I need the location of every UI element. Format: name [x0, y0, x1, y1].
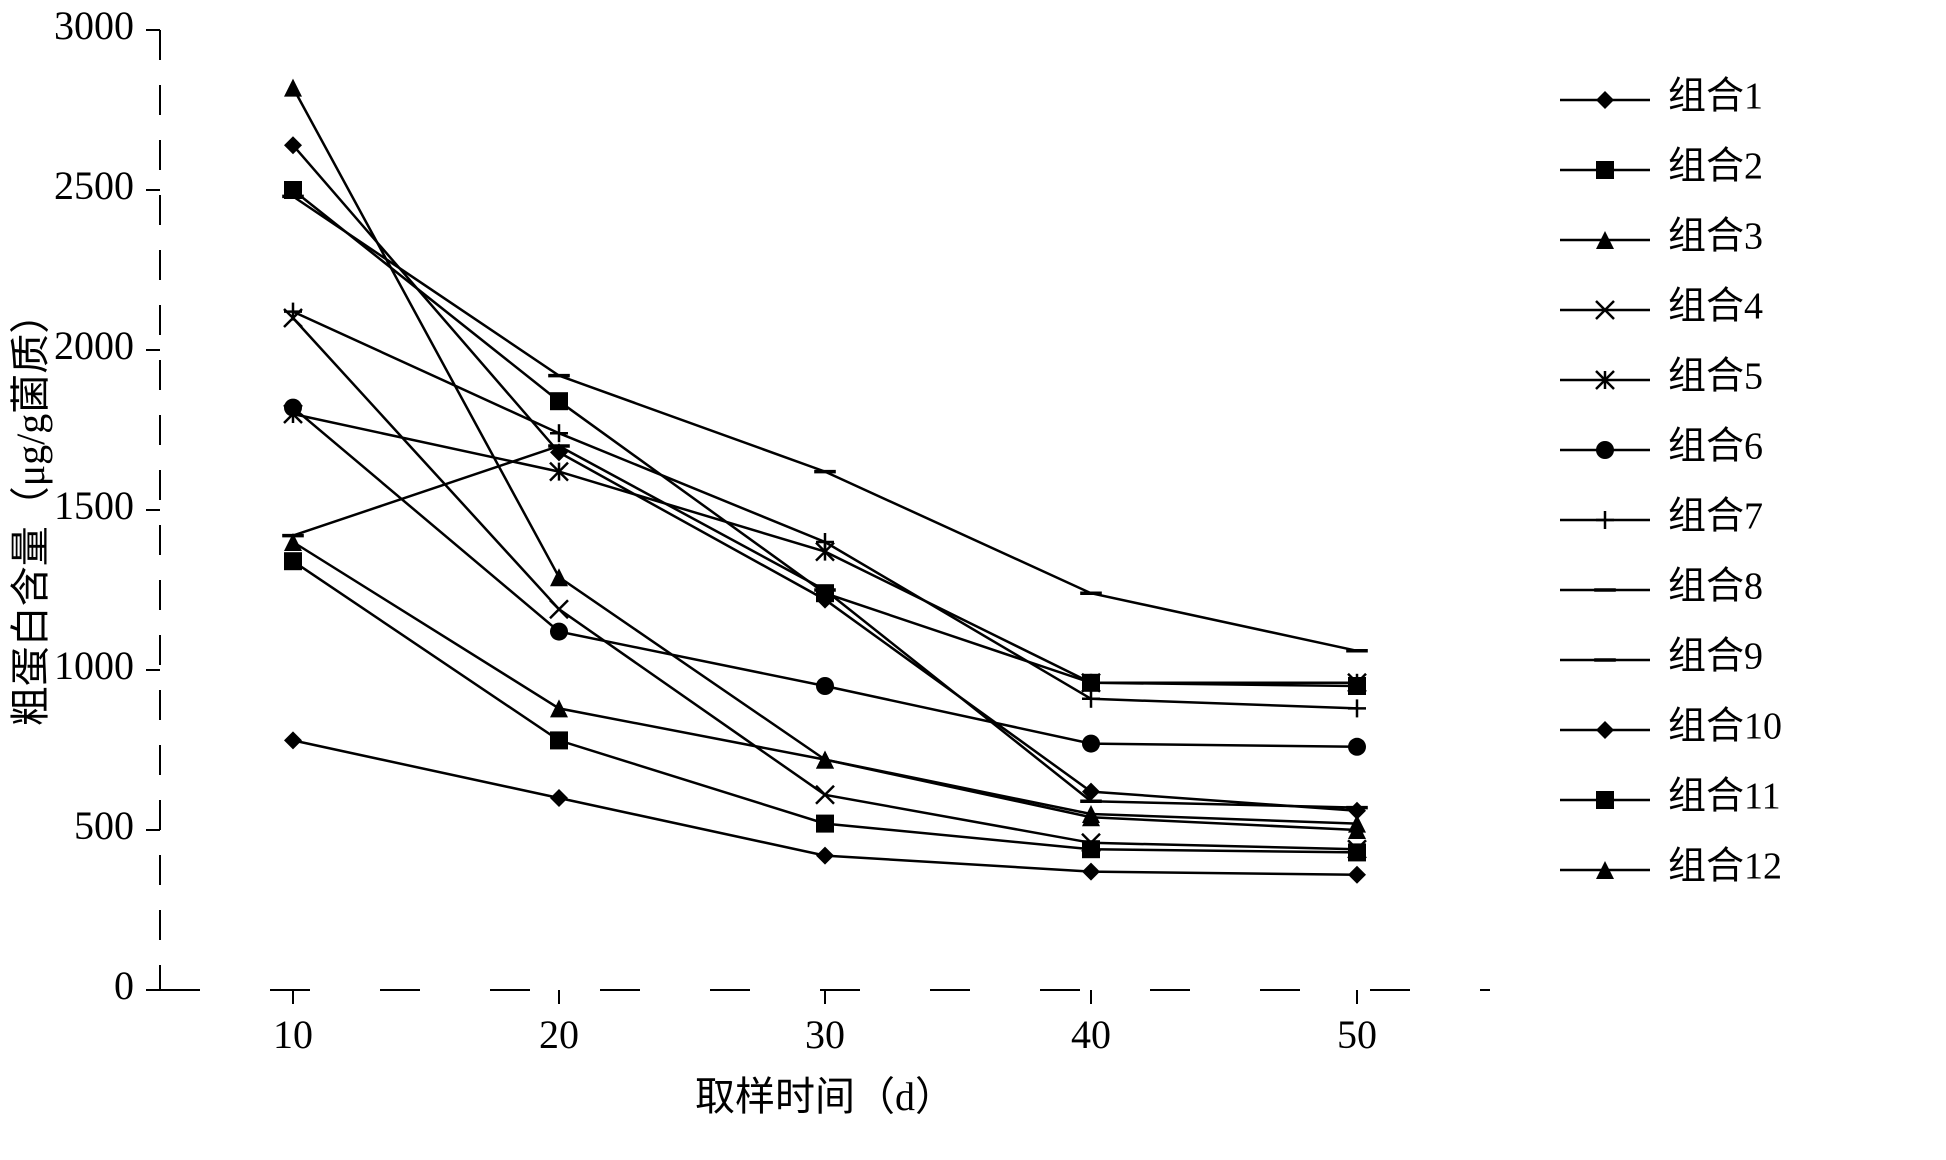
legend-item: 组合6: [1560, 426, 1763, 468]
legend-label: 组合12: [1668, 846, 1782, 888]
x-tick-label: 20: [539, 1012, 579, 1057]
y-tick-label: 3000: [54, 3, 134, 48]
legend-label: 组合8: [1668, 566, 1763, 608]
y-tick-label: 2000: [54, 323, 134, 368]
legend-item: 组合10: [1560, 706, 1782, 748]
x-tick-label: 40: [1071, 1012, 1111, 1057]
x-tick-label: 30: [805, 1012, 845, 1057]
legend-item: 组合8: [1560, 566, 1763, 608]
y-tick-label: 1000: [54, 643, 134, 688]
legend-label: 组合6: [1668, 426, 1763, 468]
legend-item: 组合11: [1560, 776, 1781, 818]
legend-label: 组合1: [1668, 76, 1763, 118]
legend-item: 组合4: [1560, 286, 1763, 328]
y-tick-label: 500: [74, 803, 134, 848]
legend-label: 组合2: [1668, 146, 1763, 188]
legend-label: 组合9: [1668, 636, 1763, 678]
legend-item: 组合2: [1560, 146, 1763, 188]
series: [284, 309, 1366, 858]
legend-label: 组合7: [1668, 496, 1763, 538]
legend-item: 组合7: [1560, 496, 1763, 538]
series: [284, 303, 1366, 718]
legend-item: 组合12: [1560, 846, 1782, 888]
series: [284, 136, 1366, 820]
legend-label: 组合11: [1668, 776, 1781, 818]
series: [284, 79, 1366, 833]
line-chart: 0 500 1000 1500 2000 2500 3000 10 20 30 40 50 取样时间（d…: [0, 0, 1946, 1160]
y-axis-label: 粗蛋白含量（μg/g菌质）: [8, 294, 53, 727]
series: [282, 196, 1368, 650]
legend-item: 组合3: [1560, 216, 1763, 258]
legend-label: 组合10: [1668, 706, 1782, 748]
x-tick-label: 10: [273, 1012, 313, 1057]
legend-item: 组合9: [1560, 636, 1763, 678]
y-tick-label: 0: [114, 963, 134, 1008]
legend-label: 组合3: [1668, 216, 1763, 258]
x-axis-label: 取样时间（d）: [695, 1074, 955, 1119]
legend-label: 组合5: [1668, 356, 1763, 398]
legend-label: 组合4: [1668, 286, 1763, 328]
legend-item: 组合1: [1560, 76, 1763, 118]
y-tick-label: 2500: [54, 163, 134, 208]
y-tick-label: 1500: [54, 483, 134, 528]
x-tick-label: 50: [1337, 1012, 1377, 1057]
legend-item: 组合5: [1560, 356, 1763, 398]
